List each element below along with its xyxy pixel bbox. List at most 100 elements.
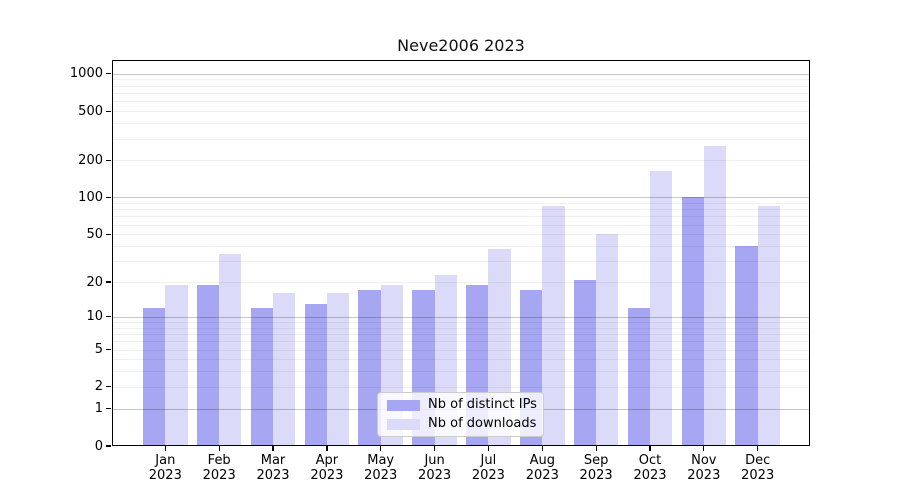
bar-downloads-feb-2023 <box>219 254 242 446</box>
y-tick-mark-50 <box>106 233 111 235</box>
gridline-major-1000 <box>112 73 810 75</box>
x-tick-label-may: May 2023 <box>364 453 398 483</box>
y-tick-mark-100 <box>106 196 111 198</box>
gridline-major-10 <box>112 316 810 318</box>
bar-downloads-apr-2023 <box>326 293 350 446</box>
gridline-minor-80 <box>112 209 810 211</box>
x-tick-label-mar: Mar 2023 <box>256 453 290 483</box>
x-tick-mark-apr <box>326 446 328 451</box>
bar-distinct-ips-nov-2023 <box>681 197 704 446</box>
gridline-minor-200 <box>112 160 810 162</box>
y-tick-mark-1000 <box>106 73 111 75</box>
x-tick-mark-sep <box>595 446 597 451</box>
x-tick-mark-may <box>380 446 382 451</box>
gridline-minor-90 <box>112 203 810 204</box>
gridline-minor-30 <box>112 261 810 262</box>
legend-swatch-distinct-ips-icon <box>387 399 420 411</box>
y-tick-label-500: 500 <box>78 103 103 119</box>
x-tick-label-jan: Jan 2023 <box>148 453 182 483</box>
gridline-minor-60 <box>112 224 810 226</box>
gridline-minor-5 <box>112 349 810 351</box>
legend-item-distinct-ips: Nb of distinct IPs <box>387 397 537 413</box>
y-tick-mark-2 <box>106 386 111 388</box>
gridline-minor-8 <box>112 327 810 329</box>
x-tick-mark-nov <box>703 446 705 451</box>
gridline-minor-50 <box>112 234 810 236</box>
bar-downloads-mar-2023 <box>273 293 296 446</box>
x-tick-label-apr: Apr 2023 <box>310 453 344 483</box>
x-tick-mark-jul <box>487 446 490 451</box>
y-tick-mark-0 <box>106 445 111 447</box>
bar-distinct-ips-sep-2023 <box>573 279 597 446</box>
x-tick-mark-dec <box>757 446 759 451</box>
y-tick-label-1: 1 <box>94 401 103 417</box>
gridline-minor-4 <box>112 359 810 361</box>
x-tick-mark-oct <box>649 446 651 451</box>
gridline-minor-600 <box>112 101 810 103</box>
legend-swatch-downloads-icon <box>387 418 420 430</box>
y-tick-mark-10 <box>106 316 111 318</box>
bar-distinct-ips-dec-2023 <box>735 245 758 446</box>
gridline-minor-900 <box>112 79 810 81</box>
bar-distinct-ips-feb-2023 <box>196 284 220 446</box>
bar-downloads-oct-2023 <box>650 170 673 446</box>
y-tick-mark-20 <box>106 281 111 283</box>
x-tick-label-dec: Dec 2023 <box>741 453 775 483</box>
plot-area <box>112 60 810 446</box>
x-tick-label-jul: Jul 2023 <box>471 453 505 483</box>
y-tick-mark-200 <box>106 159 111 161</box>
x-tick-mark-feb <box>218 446 220 451</box>
y-tick-label-0: 0 <box>94 438 103 454</box>
bar-downloads-sep-2023 <box>596 234 619 446</box>
x-tick-label-sep: Sep 2023 <box>579 453 613 483</box>
gridline-minor-9 <box>112 321 810 323</box>
legend-item-downloads: Nb of downloads <box>387 416 537 432</box>
gridline-minor-6 <box>112 341 810 343</box>
gridline-minor-3 <box>112 371 810 373</box>
gridline-minor-700 <box>112 93 810 94</box>
y-tick-mark-500 <box>106 110 111 112</box>
gridline-major-100 <box>112 197 810 199</box>
legend-label-distinct-ips: Nb of distinct IPs <box>428 397 537 412</box>
bar-downloads-aug-2023 <box>542 206 565 446</box>
gridline-minor-500 <box>112 111 810 113</box>
gridline-minor-40 <box>112 245 810 247</box>
bar-distinct-ips-may-2023 <box>358 290 381 446</box>
x-tick-label-oct: Oct 2023 <box>633 453 667 483</box>
bar-downloads-dec-2023 <box>757 206 780 446</box>
y-tick-label-200: 200 <box>78 152 103 168</box>
gridline-minor-20 <box>112 282 810 283</box>
x-tick-label-nov: Nov 2023 <box>687 453 721 483</box>
bar-distinct-ips-apr-2023 <box>304 303 327 446</box>
x-tick-mark-jun <box>433 446 436 451</box>
y-tick-mark-5 <box>106 348 111 351</box>
gridline-minor-70 <box>112 216 810 218</box>
y-tick-label-50: 50 <box>86 226 103 242</box>
y-tick-label-5: 5 <box>94 342 103 357</box>
gridline-minor-300 <box>112 138 810 140</box>
gridline-minor-400 <box>112 123 810 125</box>
chart-title: Neve2006 2023 <box>397 36 525 55</box>
x-tick-label-aug: Aug 2023 <box>525 453 559 483</box>
bar-distinct-ips-oct-2023 <box>627 307 650 446</box>
legend-label-downloads: Nb of downloads <box>428 416 537 431</box>
gridline-minor-2 <box>112 386 810 388</box>
y-tick-label-10: 10 <box>86 309 103 325</box>
y-tick-label-1000: 1000 <box>69 66 103 82</box>
y-tick-label-20: 20 <box>86 274 103 290</box>
bar-downloads-nov-2023 <box>703 146 727 446</box>
legend: Nb of distinct IPs Nb of downloads <box>377 392 544 437</box>
gridline-minor-800 <box>112 85 810 87</box>
x-tick-label-jun: Jun 2023 <box>418 453 452 483</box>
y-tick-mark-1 <box>106 408 111 410</box>
x-tick-mark-aug <box>541 446 543 451</box>
bar-distinct-ips-jan-2023 <box>143 307 166 446</box>
gridline-minor-7 <box>112 334 810 335</box>
x-tick-mark-jan <box>164 446 166 451</box>
bar-downloads-jan-2023 <box>165 284 188 446</box>
bar-distinct-ips-mar-2023 <box>250 307 273 446</box>
x-tick-label-feb: Feb 2023 <box>202 453 236 483</box>
y-tick-label-100: 100 <box>78 189 103 205</box>
x-tick-mark-mar <box>272 446 274 451</box>
